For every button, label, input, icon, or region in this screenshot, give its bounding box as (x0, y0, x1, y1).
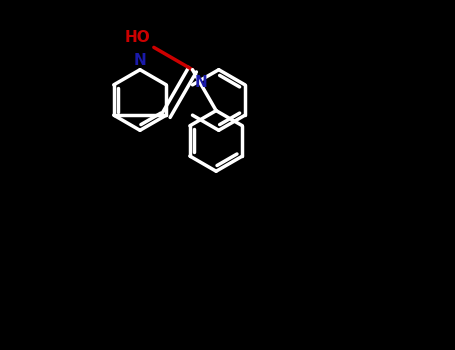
Text: N: N (195, 75, 208, 90)
Text: HO: HO (125, 30, 150, 45)
Text: N: N (134, 53, 147, 68)
